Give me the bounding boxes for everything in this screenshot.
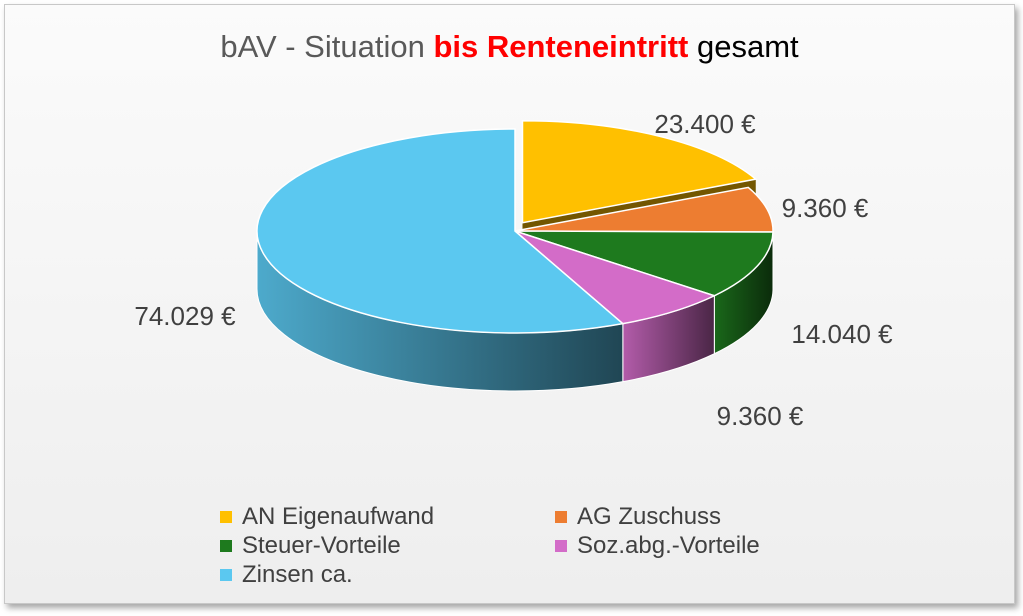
pie-slice-zinsen-ca- [256,128,625,334]
title-highlight: bis Renteneintritt [433,29,689,64]
legend: AN Eigenaufwand AG Zuschuss Steuer-Vorte… [220,503,815,589]
legend-item-ag-zuschuss: AG Zuschuss [555,503,815,531]
data-label: 9.360 € [717,401,804,431]
legend-swatch [220,511,232,523]
data-label: 14.040 € [791,319,893,349]
pie-slice-steuer-vorteile [514,230,774,297]
legend-swatch [555,540,567,552]
legend-item-soz-abg-vorteile: Soz.abg.-Vorteile [555,532,815,560]
pie-slice-an-eigenaufwand [521,119,758,224]
title-suffix: gesamt [688,29,799,64]
legend-label: Zinsen ca. [242,561,353,588]
legend-label: Steuer-Vorteile [242,532,401,559]
legend-swatch [555,511,567,523]
data-label: 74.029 € [134,301,236,331]
legend-label: AN Eigenaufwand [242,503,435,530]
chart-frame: bAV - Situation bis Renteneintritt gesam… [4,4,1015,604]
legend-item-zinsen-ca: Zinsen ca. [220,561,555,589]
data-label: 9.360 € [782,193,869,223]
legend-label: AG Zuschuss [577,503,722,530]
title-prefix: bAV - Situation [220,29,434,64]
legend-item-steuer-vorteile: Steuer-Vorteile [220,532,555,560]
legend-item-an-eigenaufwand: AN Eigenaufwand [220,503,555,531]
pie-slice-soz-abg-vorteile [514,230,717,325]
data-label: 23.400 € [654,109,756,139]
pie-chart: 23.400 € 9.360 € 14.040 € 9.360 € 74.029 € [134,109,893,431]
legend-swatch [220,540,232,552]
pie-slice-ag-zuschuss [514,186,774,233]
chart-title: bAV - Situation bis Renteneintritt gesam… [5,29,1014,65]
legend-swatch [220,569,232,581]
legend-label: Soz.abg.-Vorteile [577,532,760,559]
